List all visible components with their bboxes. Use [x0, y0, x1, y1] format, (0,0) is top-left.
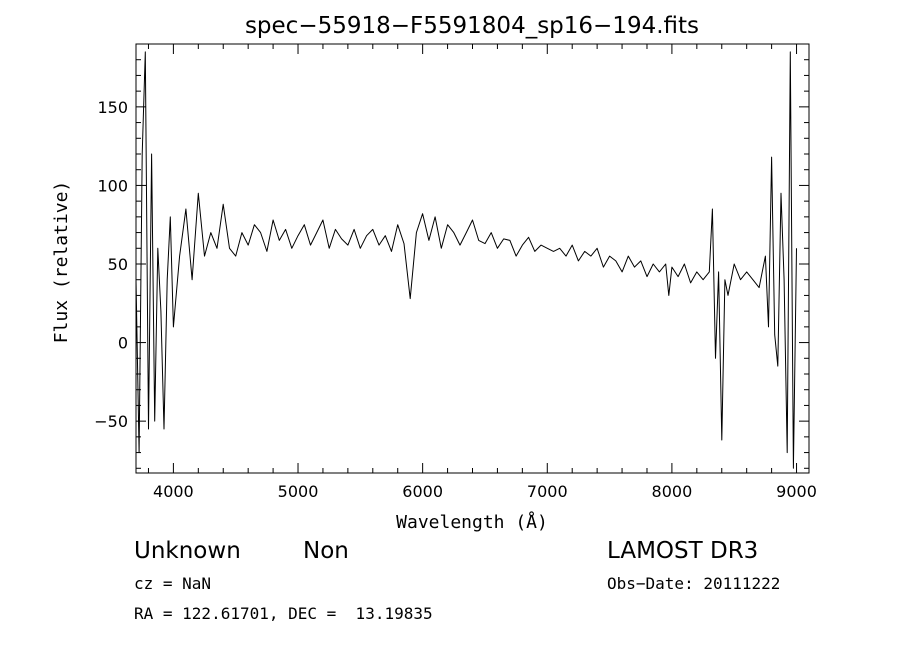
- axis-ticks: [136, 43, 809, 473]
- x-tick-label: 8000: [652, 482, 693, 501]
- x-tick-label: 5000: [278, 482, 319, 501]
- y-tick-label: 50: [108, 255, 128, 274]
- x-axis-label: Wavelength (Å): [396, 511, 548, 533]
- x-tick-labels: 4000 5000 6000 7000 8000 9000: [153, 482, 817, 501]
- y-tick-label: 100: [97, 176, 128, 195]
- y-tick-label: −50: [94, 412, 128, 431]
- survey-label: LAMOST DR3: [607, 538, 759, 564]
- x-tick-label: 6000: [402, 482, 443, 501]
- object-name: Unknown: [134, 538, 241, 564]
- y-tick-label: 150: [97, 98, 128, 117]
- series-group: [135, 51, 797, 469]
- object-class: Non: [303, 538, 349, 564]
- series-line-flux: [135, 51, 797, 469]
- obs-date-label: Obs−Date: 20111222: [607, 574, 781, 593]
- x-tick-label: 7000: [527, 482, 568, 501]
- coordinates-label: RA = 122.61701, DEC = 13.19835: [134, 604, 433, 623]
- redshift-label: cz = NaN: [134, 574, 212, 593]
- x-tick-label: 9000: [776, 482, 817, 501]
- y-tick-labels: −50 0 50 100 150: [94, 98, 128, 431]
- x-tick-label: 4000: [153, 482, 194, 501]
- y-tick-label: 0: [118, 334, 128, 353]
- plot-frame: [135, 43, 810, 474]
- chart-title: spec−55918−F5591804_sp16−194.fits: [245, 13, 699, 39]
- y-axis-label: Flux (relative): [51, 181, 72, 344]
